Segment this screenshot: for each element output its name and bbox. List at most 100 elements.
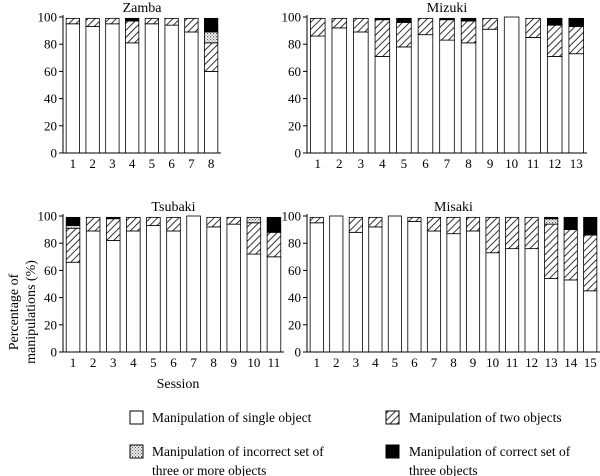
x-tick-label: 8 [210,355,217,370]
legend-label: Manipulation of correct set of [409,444,571,459]
x-tick-label: 13 [545,355,558,370]
bar-two-session-1 [65,227,81,263]
legend-item-two: Manipulation of two objects [385,410,562,425]
bar-single-session-4 [368,226,383,353]
y-tick-label: 60 [44,64,57,79]
x-tick-label: 5 [150,355,157,370]
x-tick-label: 11 [527,156,540,171]
bar-single-session-1 [65,23,80,154]
bar-single-session-4 [126,230,141,353]
bar-two-session-3 [106,218,121,241]
legend-label: three or more objects [152,463,266,476]
x-tick-label: 2 [89,156,96,171]
bar-single-session-5 [396,46,412,154]
legend-item-incorrect: Manipulation of incorrect set of three or… [129,444,324,476]
bar-two-session-2 [331,17,348,29]
bar-two-session-5 [144,17,159,25]
panel-title: Zamba [123,1,163,16]
bar-two-session-2 [85,17,100,27]
x-tick-label: 10 [486,355,499,370]
legend: Manipulation of single object Manipulatio… [129,410,571,476]
bar-two-session-1 [310,17,326,37]
bar-two-session-4 [126,216,141,232]
y-tick-label: 20 [288,317,301,332]
bar-two-session-1 [309,216,324,224]
legend-swatch-single [129,410,144,425]
bar-correct-session-4 [374,17,391,21]
bar-two-session-6 [164,17,179,26]
x-tick-label: 2 [333,355,340,370]
y-tick-label: 80 [44,236,57,251]
x-tick-label: 4 [129,156,136,171]
bar-single-session-15 [583,290,598,353]
bar-single-session-7 [184,31,199,154]
x-tick-label: 4 [130,355,137,370]
bar-single-session-2 [85,26,100,154]
x-tick-label: 3 [353,355,360,370]
y-axis-label-line-1: Percentage of [7,273,22,350]
x-tick-label: 5 [401,156,408,171]
x-tick-label: 13 [570,156,583,171]
x-tick-label: 8 [208,156,215,171]
x-tick-label: 4 [372,355,379,370]
panel-tsubaki: 1 2 3 4 5 6 7 8 9 10 11 0 20 40 60 80 100 Tsubaki [38,200,284,370]
legend-swatch-incorrect [129,444,144,459]
bar-single-session-10 [246,253,262,353]
bar-two-session-11 [505,216,520,250]
x-tick-label: 10 [247,355,260,370]
bar-correct-session-14 [563,216,578,231]
y-tick-label: 40 [44,91,57,106]
x-tick-label: 9 [470,355,477,370]
x-tick-label: 11 [506,355,519,370]
bar-single-session-8 [446,233,461,353]
bar-single-session-8 [206,226,221,353]
y-tick-label: 100 [38,10,58,25]
x-tick-label: 10 [505,156,518,171]
bar-single-session-3 [106,240,121,353]
y-tick-label: 60 [288,64,301,79]
bar-two-session-4 [374,19,391,57]
bar-single-session-9 [482,28,498,154]
y-tick-label: 40 [44,290,57,305]
bar-two-session-1 [65,17,80,25]
bar-single-session-11 [505,248,520,353]
bar-correct-session-4 [125,17,140,22]
bar-two-session-13 [544,223,559,279]
bar-correct-session-8 [460,17,477,22]
bar-single-session-4 [125,42,140,154]
legend-item-single: Manipulation of single object [129,410,312,425]
bar-two-session-6 [417,17,434,36]
legend-item-correct: Manipulation of correct set of three obje… [385,444,571,476]
bar-two-session-9 [482,17,498,30]
bar-single-session-5 [146,225,161,353]
legend-swatch-two [385,410,400,425]
bar-correct-session-1 [65,216,81,226]
bar-two-session-5 [396,22,412,48]
bar-two-session-11 [525,17,541,38]
bar-single-session-9 [226,223,242,353]
bar-single-session-6 [164,24,179,154]
x-tick-label: 8 [465,156,472,171]
x-tick-label: 1 [315,156,322,171]
bar-two-session-13 [568,26,584,55]
bar-correct-session-15 [583,216,598,236]
y-tick-label: 0 [295,146,302,161]
y-tick-label: 80 [44,37,57,52]
x-tick-label: 1 [70,156,77,171]
bar-two-session-3 [348,216,363,233]
bar-single-session-9 [465,230,481,353]
x-tick-label: 15 [584,355,597,370]
bar-two-session-3 [105,17,120,25]
bar-single-session-1 [310,35,326,154]
x-tick-label: 4 [379,156,386,171]
x-tick-label: 7 [190,355,197,370]
bar-two-session-8 [460,20,477,44]
x-tick-label: 2 [336,156,343,171]
bar-incorrect-session-8 [204,31,219,44]
y-tick-label: 80 [288,236,301,251]
x-tick-label: 3 [358,156,365,171]
